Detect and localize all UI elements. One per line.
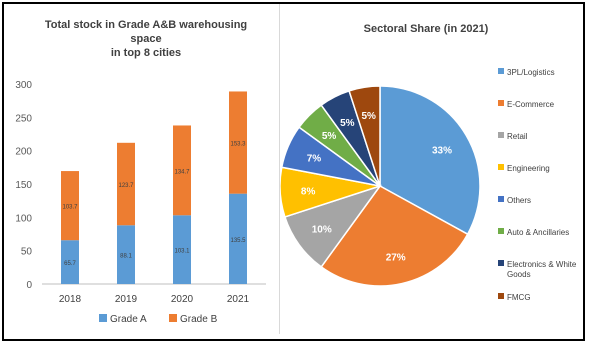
- pie-data-label: 7%: [307, 153, 322, 164]
- pie-legend-swatch: [498, 260, 504, 266]
- pie-data-label: 5%: [362, 111, 377, 122]
- bar-chart-title-line: Total stock in Grade A&B warehousing: [45, 19, 247, 31]
- y-tick-label: 300: [15, 80, 32, 91]
- x-tick-label: 2021: [227, 294, 250, 305]
- pie-slice: [348, 85, 381, 187]
- x-tick-label: 2018: [59, 294, 82, 305]
- bar-segment-grade-b: [117, 142, 135, 226]
- x-tick-label: 2020: [171, 294, 194, 305]
- y-tick-label: 0: [26, 280, 32, 291]
- y-tick-label: 50: [21, 247, 33, 258]
- pie-legend-swatch: [498, 132, 504, 138]
- pie-legend-swatch: [498, 164, 504, 170]
- legend-label: Grade B: [180, 314, 218, 325]
- pie-chart: Sectoral Share (in 2021)33%27%10%8%7%5%5…: [279, 23, 577, 302]
- pie-chart-title: Sectoral Share (in 2021): [364, 23, 489, 35]
- bar-data-label: 103.7: [62, 205, 78, 211]
- pie-slice: [379, 85, 481, 236]
- pie-chart-panel: Sectoral Share (in 2021) 33% 27% 10% 8% 7% 5% 5…: [279, 4, 582, 334]
- chart-frame: Total stock in Grade A&B warehousing spac…: [2, 2, 585, 341]
- y-tick-label: 100: [15, 213, 32, 224]
- y-tick-label: 250: [15, 113, 32, 124]
- legend-swatch: [99, 314, 107, 322]
- pie-data-label: 5%: [340, 118, 355, 129]
- bar-segment-grade-a: [117, 225, 135, 284]
- y-tick-label: 150: [15, 180, 32, 191]
- pie-data-label: 5%: [322, 131, 337, 142]
- bar-data-label: 123.7: [118, 183, 134, 189]
- pie-legend-label: Auto & Ancillaries: [507, 228, 569, 237]
- pie-data-label: 27%: [386, 252, 406, 263]
- bar-chart-title-line: space: [130, 33, 161, 45]
- bar-data-label: 135.5: [230, 238, 246, 244]
- pie-slice: [320, 185, 469, 287]
- bar-chart-panel: Total stock in Grade A&B warehousing spac…: [4, 4, 280, 334]
- pie-legend-label: Engineering: [507, 164, 550, 173]
- bar-data-label: 88.1: [120, 254, 132, 260]
- pie-legend-swatch: [498, 228, 504, 234]
- pie-legend-label: Electronics & White Goods: [507, 260, 577, 279]
- bar-segment-grade-b: [61, 171, 79, 241]
- pie-legend-label: E-Commerce: [507, 100, 555, 109]
- bar-data-label: 103.1: [174, 249, 190, 255]
- bar-data-label: 153.3: [230, 142, 246, 148]
- pie-legend-label: FMCG: [507, 293, 531, 302]
- bar-segment-grade-a: [173, 215, 191, 284]
- bar-chart-title-line: in top 8 cities: [111, 47, 181, 59]
- pie-legend-swatch: [498, 196, 504, 202]
- bar-segment-grade-b: [173, 125, 191, 216]
- pie-legend-label: 3PL/Logistics: [507, 68, 555, 77]
- pie-legend-label: Retail: [507, 132, 528, 141]
- legend-label: Grade A: [110, 314, 147, 325]
- pie-data-label: 8%: [301, 187, 316, 198]
- pie-data-label: 10%: [312, 224, 332, 235]
- pie-data-label: 33%: [432, 145, 452, 156]
- x-tick-label: 2019: [115, 294, 138, 305]
- y-tick-label: 200: [15, 147, 32, 158]
- pie-legend-swatch: [498, 100, 504, 106]
- pie-legend-swatch: [498, 293, 504, 299]
- legend-swatch: [169, 314, 177, 322]
- bar-segment-grade-a: [229, 193, 247, 284]
- bar-segment-grade-b: [229, 91, 247, 194]
- bar-data-label: 65.7: [64, 261, 76, 267]
- stacked-bar-chart: Total stock in Grade A&B warehousing spac…: [15, 19, 266, 325]
- bar-data-label: 134.7: [174, 169, 190, 175]
- bar-segment-grade-a: [61, 240, 79, 284]
- pie-legend-label: Others: [507, 196, 531, 205]
- pie-legend-swatch: [498, 68, 504, 74]
